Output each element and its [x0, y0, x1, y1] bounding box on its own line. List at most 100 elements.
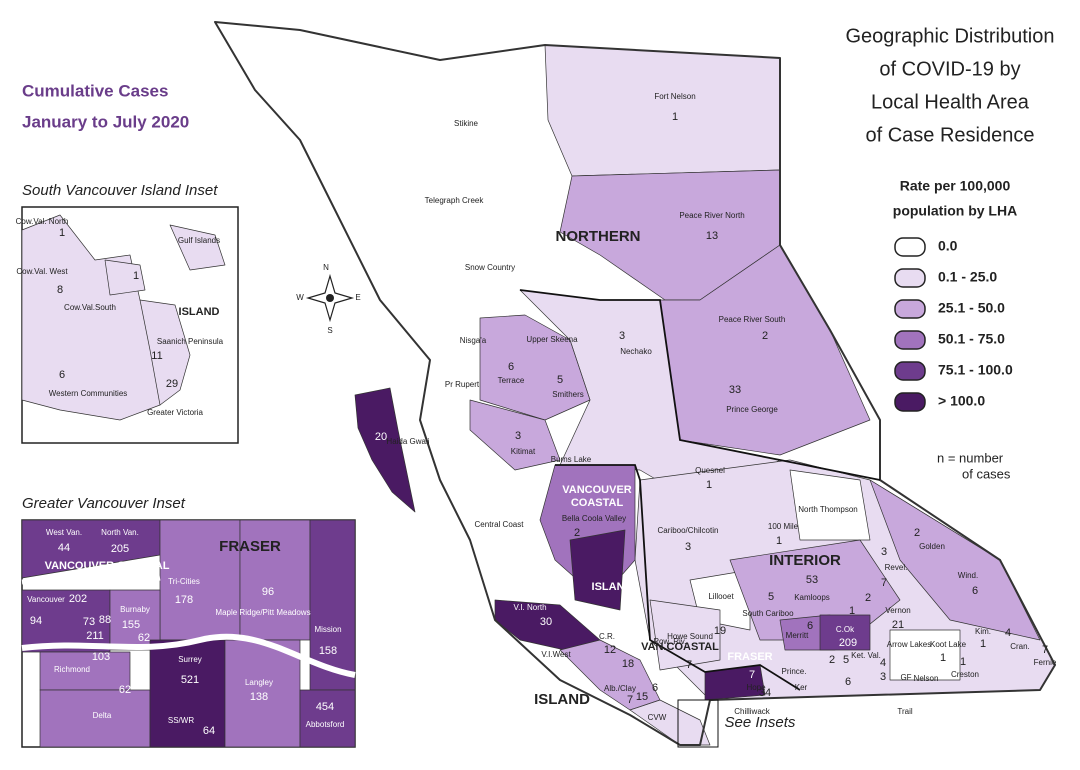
area-name: Fort Nelson — [654, 92, 695, 101]
region-name: INTERIOR — [769, 552, 841, 569]
area-cases: 44 — [58, 542, 70, 554]
area-cases: 1 — [849, 605, 855, 617]
area-name: Kim. — [975, 627, 991, 636]
area-name: North Thompson — [798, 505, 857, 514]
area-cases: 6 — [972, 585, 978, 597]
area-name: Burnaby — [120, 605, 150, 614]
compass-center — [326, 294, 334, 302]
area-name: Cran. — [1010, 642, 1030, 651]
area-cases: 1 — [980, 638, 986, 650]
area-name: Burns Lake — [551, 455, 592, 464]
region-name: FRASER — [219, 538, 281, 555]
area-name: Fernie — [1034, 658, 1057, 667]
health-authority-boundary — [555, 464, 801, 691]
title: of Case Residence — [866, 124, 1035, 146]
area-name: Surrey — [178, 655, 202, 664]
area-name: Western Communities — [49, 389, 128, 398]
inset-locator — [677, 699, 719, 748]
area-name: Peace River North — [679, 211, 744, 220]
area-cases: 33 — [729, 384, 741, 396]
area-cases: 7 — [1042, 644, 1048, 656]
area-name: Ker — [795, 683, 808, 692]
area-cases: 6 — [508, 361, 514, 373]
area-name: Quesnel — [695, 466, 725, 475]
area-cases: 53 — [806, 574, 818, 586]
area-cases: 94 — [30, 615, 42, 627]
title: Local Health Area — [871, 91, 1030, 113]
area-name: Richmond — [54, 665, 90, 674]
title: of COVID-19 by — [879, 58, 1020, 80]
area-cases: 5 — [768, 591, 774, 603]
area-name: Vancouver — [27, 595, 65, 604]
area-name: CVW — [648, 713, 667, 722]
area-cases: 211 — [86, 630, 104, 642]
area-cases: 1 — [59, 227, 65, 239]
area-cases: 15 — [636, 691, 648, 703]
region-name: FRASER — [727, 651, 772, 663]
area-cases: 7 — [881, 577, 887, 589]
area-name: Chilliwack — [734, 707, 771, 716]
area-name: Creston — [951, 670, 979, 679]
area-name: Prince George — [726, 405, 778, 414]
compass-label: N — [323, 263, 329, 272]
area-cases: 96 — [262, 586, 274, 598]
health-authority-boundary — [519, 289, 881, 481]
subtitle: Cumulative Cases — [22, 81, 168, 100]
map-shapes — [21, 21, 1056, 748]
area-name: Delta — [93, 711, 112, 720]
area-name: V.I. North — [513, 603, 546, 612]
area-name: Nisga'a — [460, 336, 487, 345]
legend-swatch — [894, 330, 926, 350]
area-cases: 7 — [627, 694, 633, 706]
burrard-inlet — [21, 575, 161, 585]
area-cases: 2 — [914, 527, 920, 539]
see-insets: See Insets — [725, 714, 796, 731]
area-name: Mission — [314, 625, 341, 634]
subtitle: January to July 2020 — [22, 112, 189, 131]
area-shape — [569, 529, 626, 611]
area-cases: 73 — [83, 616, 95, 628]
region-name: COASTAL — [571, 497, 624, 509]
area-cases: 34 — [759, 687, 771, 699]
area-name: Prince. — [782, 667, 807, 676]
area-shape — [889, 629, 961, 681]
area-cases: 521 — [181, 674, 199, 686]
area-cases: 4 — [880, 657, 886, 669]
compass-label: E — [355, 293, 360, 302]
area-name: V.I.West — [541, 650, 571, 659]
area-cases: 6 — [652, 682, 658, 694]
legend-note: of cases — [962, 466, 1011, 481]
area-cases: 12 — [604, 644, 616, 656]
region-name: ISLAND — [534, 691, 590, 708]
vancouver-inset-area — [299, 689, 356, 748]
fraser-river — [21, 633, 356, 678]
legend-swatch — [894, 237, 926, 257]
area-name: Golden — [919, 542, 945, 551]
title: Geographic Distribution — [846, 25, 1055, 47]
area-name: South Cariboo — [742, 609, 794, 618]
area-cases: 3 — [685, 541, 691, 553]
area-name: Bella Coola Valley — [562, 514, 626, 523]
area-name: Langley — [245, 678, 273, 687]
area-name: Greater Victoria — [147, 408, 203, 417]
area-shape — [819, 614, 871, 651]
area-cases: 11 — [151, 350, 162, 362]
area-shape — [479, 314, 591, 421]
area-cases: 19 — [714, 625, 726, 637]
inset-title: South Vancouver Island Inset — [22, 182, 218, 199]
legend-note: n = number — [937, 450, 1004, 465]
area-name: Cariboo/Chilcotin — [658, 526, 719, 535]
area-cases: 7 — [749, 669, 755, 681]
area-cases: 13 — [706, 230, 718, 242]
area-name: Nelson — [914, 674, 939, 683]
area-cases: 21 — [892, 619, 904, 631]
legend-label: 50.1 - 75.0 — [938, 331, 1005, 347]
legend-title: Rate per 100,000 — [900, 178, 1011, 194]
area-cases: 62 — [119, 684, 131, 696]
area-name: Pow. Riv. — [654, 637, 687, 646]
area-cases: 1 — [706, 479, 712, 491]
area-shape — [469, 399, 561, 471]
area-name: Trail — [897, 707, 912, 716]
area-cases: 7 — [686, 659, 692, 671]
area-name: Peace River South — [719, 315, 786, 324]
